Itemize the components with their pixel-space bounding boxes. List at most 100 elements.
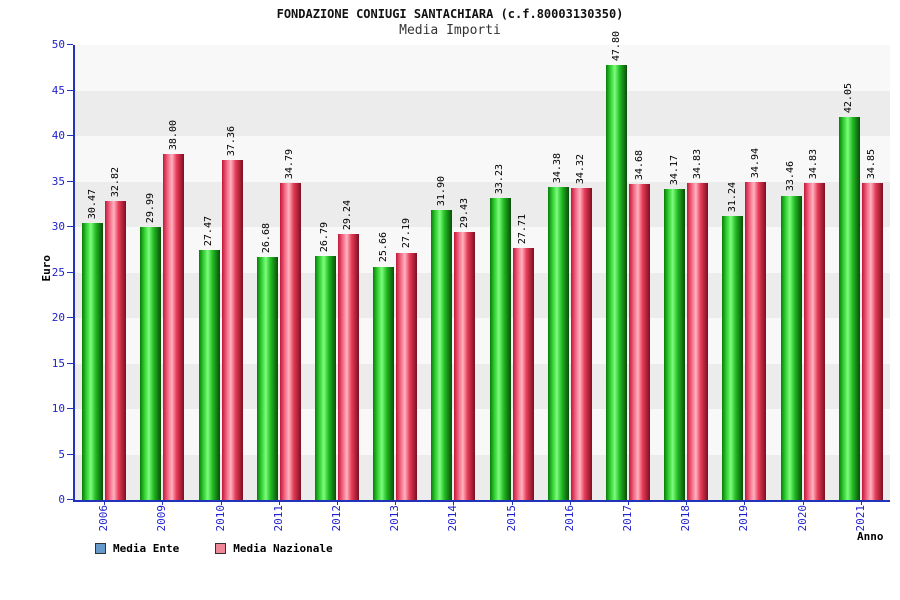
x-tick-mark (336, 501, 338, 505)
y-tick-mark (67, 408, 73, 409)
y-tick-mark (67, 89, 73, 91)
y-tick-label: 10 (51, 402, 65, 415)
legend-item-media-ente: Media Ente (95, 542, 179, 555)
y-tick-mark (67, 317, 73, 318)
x-tick-mark (278, 501, 280, 505)
value-label: 37.36 (226, 125, 238, 157)
bar-media-nazionale-2012 (337, 233, 359, 500)
bar-media-nazionale-2013 (396, 252, 418, 500)
x-tick-mark (162, 501, 164, 505)
value-label: 38.00 (167, 120, 179, 151)
value-label: 34.68 (633, 150, 645, 181)
x-tick-mark (744, 501, 746, 505)
y-tick-mark (67, 180, 73, 182)
y-tick-label: 45 (51, 83, 65, 97)
y-tick-mark (67, 226, 73, 227)
value-label: 26.79 (319, 222, 331, 253)
value-label: 26.68 (261, 223, 273, 254)
bar-media-ente-2020 (780, 195, 802, 500)
x-tick-label: 2006 (97, 505, 111, 532)
value-label: 34.94 (749, 147, 761, 179)
value-label: 31.24 (726, 181, 738, 212)
plot-area: 30.47 32.82 29.99 38.00 27.47 37.36 26.68 34.79… (73, 31, 890, 502)
y-tick-label: 30 (51, 220, 65, 233)
legend-label-media-ente: Media Ente (113, 542, 180, 555)
bar-media-nazionale-2020 (803, 183, 825, 500)
x-tick-mark (104, 501, 106, 505)
bar-media-ente-2019 (722, 215, 744, 500)
x-tick-label: 2021 (853, 505, 867, 532)
y-tick-label: 50 (51, 38, 65, 51)
value-label: 32.82 (109, 167, 121, 198)
bar-media-ente-2012 (314, 256, 336, 500)
x-tick-label: 2012 (329, 505, 343, 532)
value-label: 42.05 (843, 83, 855, 114)
value-label: 34.79 (284, 149, 296, 180)
plot-band (75, 45, 890, 91)
value-label: 30.47 (86, 188, 98, 219)
bar-media-ente-2017 (606, 65, 628, 500)
bar-media-nazionale-2017 (629, 184, 651, 500)
y-tick-label: 15 (51, 356, 65, 370)
y-tick-label: 25 (51, 265, 65, 279)
value-label: 27.19 (400, 218, 412, 249)
y-tick-mark (67, 499, 73, 500)
y-tick-label: 35 (51, 174, 65, 188)
plot-band (75, 272, 890, 318)
value-label: 33.46 (785, 161, 797, 192)
value-label: 34.17 (668, 154, 680, 186)
value-label: 27.71 (517, 213, 529, 244)
bar-media-ente-2013 (373, 266, 395, 500)
bar-media-ente-2015 (489, 197, 511, 500)
x-tick-label: 2020 (795, 505, 809, 532)
plot-band (75, 363, 890, 409)
plot-band (75, 181, 890, 227)
x-tick-label: 2013 (388, 505, 402, 532)
bar-media-nazionale-2006 (105, 201, 127, 500)
legend-item-media-nazionale: Media Nazionale (215, 542, 333, 555)
x-tick-label: 2015 (504, 505, 518, 532)
bar-media-nazionale-2021 (861, 182, 883, 500)
x-tick-label: 2016 (562, 505, 576, 532)
legend-swatch-media-nazionale (215, 543, 227, 554)
bar-media-nazionale-2014 (454, 232, 476, 500)
bar-media-ente-2009 (140, 227, 162, 500)
x-tick-mark (569, 501, 571, 505)
value-label: 31.90 (435, 175, 447, 206)
x-tick-label: 2011 (271, 505, 285, 532)
value-label: 34.83 (691, 148, 703, 180)
x-tick-label: 2010 (213, 505, 227, 532)
x-tick-mark (511, 501, 513, 505)
bar-media-nazionale-2018 (687, 183, 709, 500)
x-tick-mark (395, 501, 397, 505)
bar-media-ente-2011 (256, 257, 278, 500)
value-label: 34.83 (808, 148, 820, 180)
legend-swatch-media-ente (95, 543, 106, 554)
chart-subtitle: Media Importi (399, 23, 501, 38)
plot-band (75, 409, 890, 455)
y-tick-mark (67, 44, 73, 45)
y-tick-label: 40 (51, 129, 65, 142)
y-tick-mark (67, 453, 73, 455)
bar-media-ente-2021 (838, 117, 860, 500)
value-label: 34.38 (552, 153, 564, 184)
value-label: 27.47 (203, 215, 215, 247)
legend-label-media-nazionale: Media Nazionale (233, 542, 333, 555)
plot-band (75, 318, 890, 364)
value-label: 29.43 (458, 198, 470, 229)
legend: Media Ente Media Nazionale (95, 542, 333, 555)
y-tick-label: 0 (58, 493, 65, 506)
plot-band (75, 136, 890, 182)
x-tick-mark (802, 501, 804, 505)
value-label: 47.80 (610, 30, 622, 62)
bar-media-ente-2006 (82, 222, 104, 500)
value-label: 34.85 (866, 148, 878, 179)
y-tick-label: 20 (51, 311, 65, 324)
bar-media-ente-2018 (664, 189, 686, 500)
bar-media-nazionale-2016 (570, 187, 592, 500)
y-tick-mark (67, 135, 73, 136)
y-tick-label: 5 (58, 447, 65, 461)
bar-media-nazionale-2015 (512, 247, 534, 500)
x-tick-mark (686, 501, 688, 505)
value-label: 29.99 (144, 192, 156, 224)
